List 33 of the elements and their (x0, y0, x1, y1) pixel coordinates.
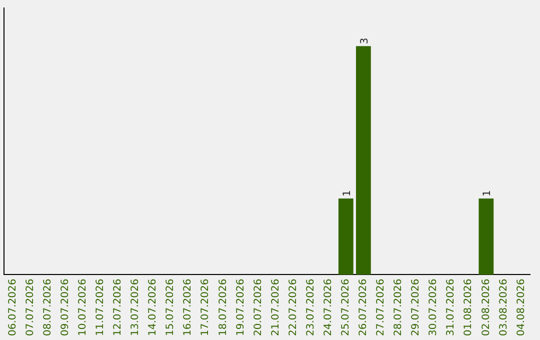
x-tick-label: 15.07.2026 (165, 278, 176, 336)
x-tick-label: 28.07.2026 (393, 278, 404, 336)
x-tick-label: 14.07.2026 (148, 278, 159, 336)
x-tick-label: 12.07.2026 (112, 278, 124, 336)
x-tick-label: 11.07.2026 (95, 278, 106, 336)
data-label: 1 (482, 190, 494, 197)
x-tick-label: 21.07.2026 (270, 278, 282, 336)
x-tick-label: 08.07.2026 (42, 278, 54, 336)
x-tick-label: 06.07.2026 (7, 278, 18, 336)
x-tick-label: 13.07.2026 (130, 278, 142, 336)
x-tick-label: 26.07.2026 (358, 278, 370, 336)
data-label: 1 (342, 190, 353, 197)
x-tick-label: 07.07.2026 (24, 278, 36, 336)
x-tick-label: 27.07.2026 (376, 278, 387, 336)
x-tick-label: 29.07.2026 (410, 278, 422, 336)
x-tick-label: 16.07.2026 (182, 278, 194, 336)
x-tick-label: 22.07.2026 (288, 278, 299, 336)
x-tick-label: 31.07.2026 (446, 278, 457, 336)
x-tick-label: 02.08.2026 (480, 278, 492, 336)
x-tick-label: 18.07.2026 (218, 278, 229, 336)
x-tick-label: 04.08.2026 (516, 278, 527, 336)
x-tick-label: 30.07.2026 (428, 278, 440, 336)
x-tick-label: 10.07.2026 (77, 278, 88, 336)
x-tick-label: 01.08.2026 (463, 278, 474, 336)
x-tick-label: 09.07.2026 (60, 278, 71, 336)
x-tick-label: 19.07.2026 (235, 278, 246, 336)
x-tick-label: 25.07.2026 (340, 278, 352, 336)
x-tick-label: 03.08.2026 (498, 278, 510, 336)
x-tick-label: 23.07.2026 (305, 278, 316, 336)
x-tick-label: 17.07.2026 (200, 278, 212, 336)
data-label: 3 (359, 38, 370, 44)
x-tick-label: 20.07.2026 (252, 278, 264, 336)
x-tick-label: 24.07.2026 (322, 278, 334, 336)
